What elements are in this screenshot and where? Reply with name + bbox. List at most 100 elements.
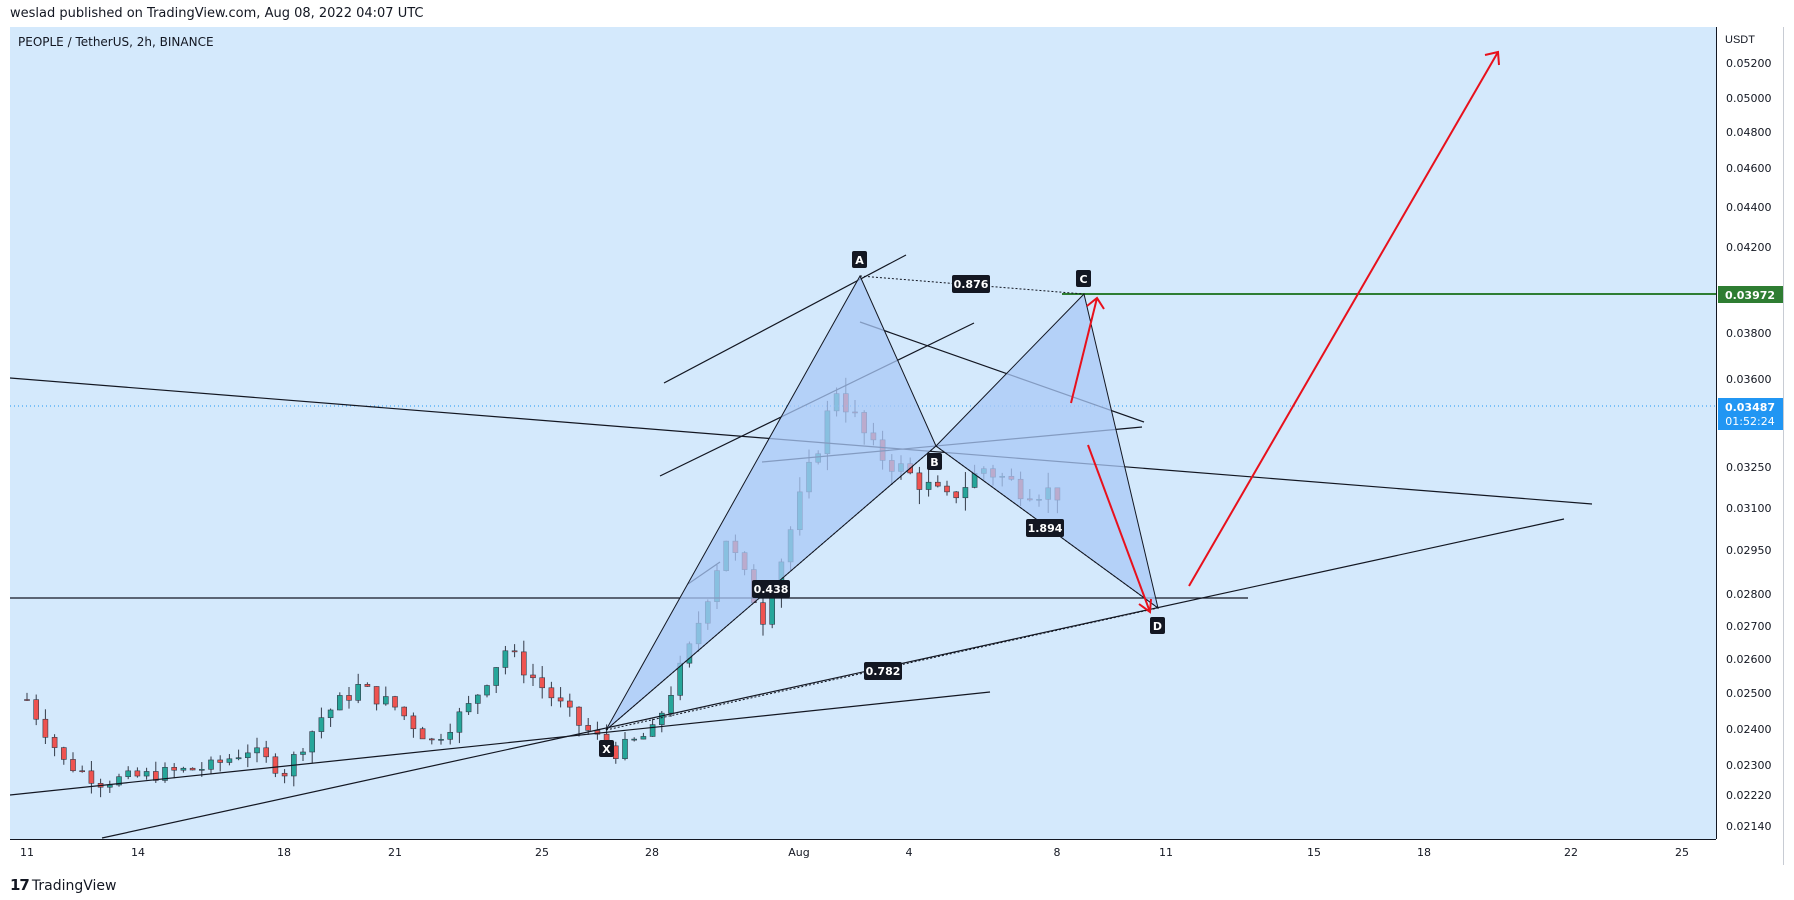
- candle-body: [162, 767, 168, 781]
- candle-body: [428, 738, 435, 741]
- price-tick: 0.04400: [1726, 201, 1772, 214]
- price-axis-ticks: 0.05200 0.05000 0.04800 0.04600 0.04400 …: [1718, 57, 1783, 833]
- time-tick: 11: [20, 846, 34, 859]
- trend-line: [10, 691, 991, 796]
- ratio-label: 0.876: [952, 275, 990, 293]
- candle-body: [309, 731, 316, 753]
- candle-body: [171, 767, 177, 771]
- candle-body: [511, 650, 518, 653]
- candle-body: [336, 695, 343, 711]
- candle-body: [576, 706, 582, 726]
- price-tick: 0.02140: [1726, 820, 1772, 833]
- candle-body: [649, 724, 656, 737]
- price-tick: 0.05200: [1726, 57, 1772, 70]
- candle-body: [401, 706, 408, 717]
- tradingview-mark-icon: 17: [10, 876, 30, 894]
- svg-text:1.894: 1.894: [1028, 522, 1063, 535]
- point-label-b: B: [927, 453, 942, 470]
- projection-arrow: [1188, 50, 1500, 587]
- candle-body: [33, 699, 40, 720]
- candle-body: [327, 709, 334, 718]
- candle-body: [392, 696, 398, 708]
- price-scale[interactable]: [1716, 27, 1784, 839]
- candle-body: [300, 751, 306, 755]
- candle-body: [199, 769, 205, 771]
- price-tick: 0.05000: [1726, 92, 1772, 105]
- currency-label: USDT: [1725, 34, 1755, 46]
- candle-body: [60, 747, 67, 760]
- candle-body: [79, 770, 85, 773]
- time-tick: 25: [535, 846, 549, 859]
- svg-text:X: X: [602, 743, 611, 756]
- price-tick: 0.04600: [1726, 162, 1772, 175]
- candle-body: [42, 718, 49, 738]
- point-label-a: A: [852, 251, 867, 268]
- candle-body: [24, 699, 30, 701]
- trend-line: [101, 518, 1565, 839]
- candle-body: [245, 752, 251, 759]
- candle-body: [180, 767, 187, 771]
- ratio-label: 0.782: [864, 662, 902, 680]
- price-tick: 0.02400: [1726, 723, 1772, 736]
- candle-body: [539, 677, 546, 689]
- price-tick: 0.02500: [1726, 687, 1772, 700]
- candle-body: [235, 757, 242, 760]
- candle-body: [566, 700, 573, 708]
- candle-body: [585, 725, 592, 731]
- candle-body: [226, 758, 233, 763]
- candle-body: [631, 738, 638, 741]
- ratio-label: 0.438: [752, 580, 790, 598]
- brand-name: TradingView: [31, 878, 117, 894]
- point-label-c: C: [1076, 270, 1091, 287]
- candle-body: [263, 747, 270, 758]
- svg-text:C: C: [1079, 273, 1087, 286]
- time-tick: 28: [645, 846, 659, 859]
- candle-body: [125, 770, 131, 778]
- candle-body: [916, 472, 923, 490]
- candle-body: [465, 703, 472, 713]
- svg-text:0.438: 0.438: [754, 583, 789, 596]
- price-tick: 0.03800: [1726, 327, 1772, 340]
- candle-body: [668, 695, 674, 714]
- candle-body: [364, 684, 371, 687]
- candle-body: [769, 596, 776, 625]
- svg-text:A: A: [855, 254, 864, 267]
- price-tick: 0.04800: [1726, 126, 1772, 139]
- candle-body: [962, 487, 969, 499]
- level-price-marker: 0.03972: [1718, 286, 1783, 303]
- candle-body: [143, 771, 150, 777]
- pattern-bcd: [935, 292, 1159, 610]
- time-axis-ticks: 11 14 18 21 25 28 Aug 4 8 11 15 18 22 25: [20, 846, 1689, 859]
- time-tick: 21: [388, 846, 402, 859]
- candle-body: [208, 759, 214, 770]
- time-tick: 18: [277, 846, 291, 859]
- candle-body: [520, 651, 527, 676]
- candle-body: [134, 770, 141, 777]
- candle-body: [189, 767, 196, 771]
- candle-body: [272, 756, 279, 774]
- candle-body: [107, 784, 113, 788]
- candle-body: [318, 717, 325, 732]
- time-tick: 8: [1054, 846, 1061, 859]
- time-tick: 25: [1675, 846, 1689, 859]
- candle-body: [640, 736, 647, 740]
- point-label-d: D: [1150, 617, 1165, 634]
- candle-body: [612, 745, 619, 759]
- pattern-labels: A B C D X 0.876 0.438 1.894: [599, 251, 1165, 757]
- candle-body: [217, 759, 223, 763]
- candle-body: [760, 602, 766, 625]
- price-tick: 0.02950: [1726, 544, 1772, 557]
- candle-body: [548, 687, 555, 699]
- candle-body: [474, 694, 481, 704]
- svg-text:01:52:24: 01:52:24: [1725, 415, 1774, 428]
- candle-body: [355, 684, 362, 701]
- time-scale[interactable]: [10, 839, 1716, 866]
- current-price-marker: 0.03487 01:52:24: [1718, 398, 1783, 430]
- svg-text:D: D: [1153, 620, 1162, 633]
- symbol-title: PEOPLE / TetherUS, 2h, BINANCE: [18, 35, 214, 49]
- svg-text:0.03972: 0.03972: [1725, 289, 1775, 302]
- price-tick: 0.02700: [1726, 620, 1772, 633]
- ratio-label: 1.894: [1026, 519, 1064, 537]
- price-tick: 0.02300: [1726, 759, 1772, 772]
- tradingview-logo[interactable]: 17 TradingView: [10, 876, 116, 894]
